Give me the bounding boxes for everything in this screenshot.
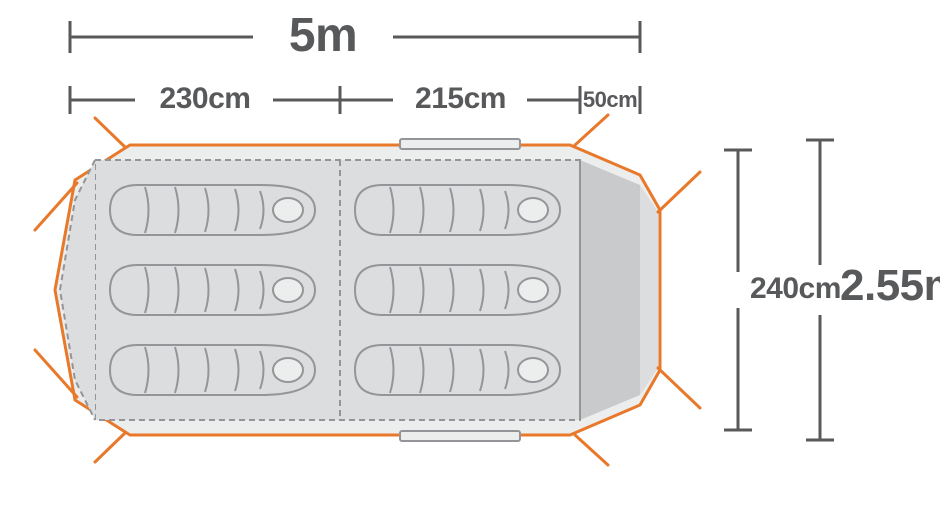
- label-section1-width: 230cm: [135, 82, 275, 116]
- label-section3-width: 50cm: [581, 87, 639, 113]
- label-total-width: 5m: [253, 8, 393, 63]
- door-tab-bottom: [400, 431, 520, 441]
- sleeping-bag: [110, 345, 315, 395]
- tent-diagram: 5m 230cm 215cm 50cm 240cm 2.55m: [0, 0, 940, 531]
- sleeping-bag: [110, 185, 315, 235]
- sleeping-bag: [355, 265, 560, 315]
- vestibule-panel: [580, 160, 640, 420]
- dim-inner-height: [724, 150, 752, 430]
- label-section2-width: 215cm: [392, 82, 529, 116]
- sleeping-bag: [355, 345, 560, 395]
- label-inner-height: 240cm: [750, 272, 840, 306]
- sleeping-bag: [110, 265, 315, 315]
- sleeping-bag: [355, 185, 560, 235]
- diagram-svg: [0, 0, 940, 531]
- label-total-height: 2.55m: [840, 261, 940, 311]
- door-tab-top: [400, 139, 520, 149]
